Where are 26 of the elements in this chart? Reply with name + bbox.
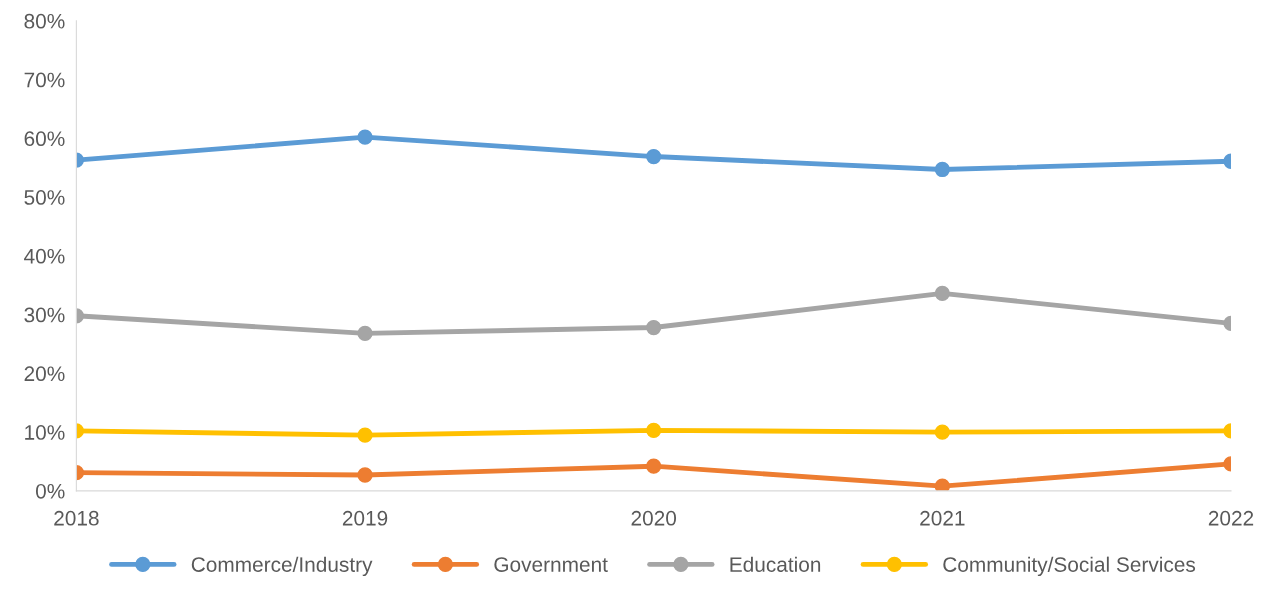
legend-label: Education xyxy=(730,556,821,572)
point xyxy=(646,148,662,165)
x-tick-label: 2018 xyxy=(54,510,99,526)
point xyxy=(934,424,950,440)
y-tick-label: 30% xyxy=(24,307,65,323)
y-tick-label: 70% xyxy=(24,72,65,88)
y-tick-label: 20% xyxy=(24,366,65,382)
point xyxy=(646,422,662,438)
x-tick-label: 2022 xyxy=(1208,510,1254,526)
point xyxy=(934,478,950,491)
y-tick-label: 60% xyxy=(24,131,65,147)
point xyxy=(646,458,662,474)
y-tick-label: 50% xyxy=(24,190,65,205)
y-tick-label: 0% xyxy=(35,483,65,499)
y-tick-label: 10% xyxy=(25,425,65,440)
legend-label: Commerce/Industry xyxy=(191,556,373,577)
point xyxy=(646,319,662,336)
y-tick-label: 40% xyxy=(24,248,65,264)
x-tick-label: 2019 xyxy=(342,510,388,526)
point xyxy=(934,161,950,178)
point xyxy=(934,285,950,302)
legend-label: Community/Social Services xyxy=(943,556,1196,577)
x-tick-label: 2021 xyxy=(920,510,965,526)
y-tick-label: 80% xyxy=(24,13,65,29)
legend-label: Government xyxy=(494,557,608,572)
x-tick-label: 2020 xyxy=(631,510,677,526)
